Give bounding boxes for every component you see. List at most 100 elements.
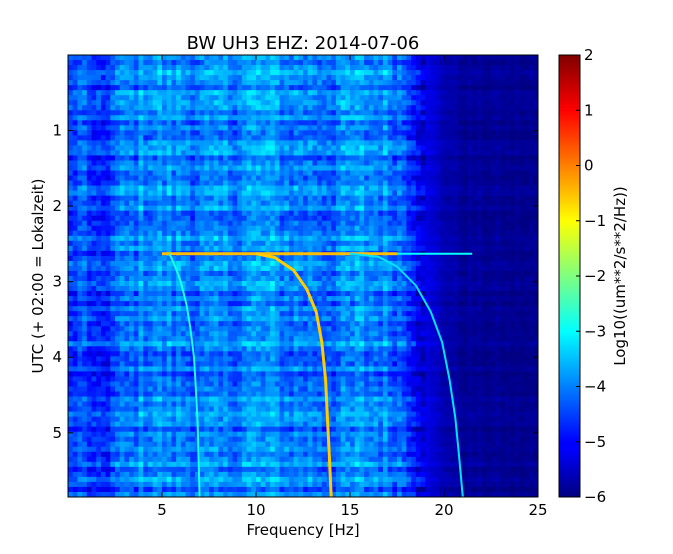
heatmap-cell xyxy=(209,265,215,272)
heatmap-cell xyxy=(429,170,436,177)
heatmap-cell xyxy=(476,100,483,106)
heatmap-cell xyxy=(359,80,365,86)
heatmap-cell xyxy=(119,170,125,177)
heatmap-cell xyxy=(119,65,125,71)
heatmap-cell xyxy=(152,70,158,76)
heatmap-cell xyxy=(373,115,379,121)
heatmap-cell xyxy=(359,265,365,272)
heatmap-cell xyxy=(199,281,205,287)
heatmap-cell xyxy=(453,230,459,237)
heatmap-cell xyxy=(82,195,88,202)
heatmap-cell xyxy=(397,170,403,177)
heatmap-cell xyxy=(514,130,520,136)
heatmap-cell xyxy=(458,120,464,126)
heatmap-cell xyxy=(223,185,229,192)
heatmap-cell xyxy=(100,230,107,237)
heatmap-cell xyxy=(100,210,107,217)
heatmap-cell xyxy=(359,55,365,61)
heatmap-cell xyxy=(115,110,121,116)
heatmap-cell xyxy=(458,220,464,227)
heatmap-cell xyxy=(260,296,266,302)
heatmap-cell xyxy=(491,105,497,111)
heatmap-cell xyxy=(523,220,530,227)
heatmap-cell xyxy=(397,301,403,307)
heatmap-cell xyxy=(307,200,313,207)
heatmap-cell xyxy=(110,220,116,227)
heatmap-cell xyxy=(232,185,238,192)
heatmap-cell xyxy=(133,210,140,217)
heatmap-cell xyxy=(472,200,478,207)
heatmap-cell xyxy=(321,225,328,232)
heatmap-cell xyxy=(373,301,379,307)
heatmap-cell xyxy=(91,296,97,302)
heatmap-cell xyxy=(533,165,538,172)
heatmap-cell xyxy=(204,125,210,131)
heatmap-cell xyxy=(251,145,257,152)
heatmap-cell xyxy=(209,286,215,292)
heatmap-cell xyxy=(429,281,436,287)
heatmap-cell xyxy=(397,85,403,91)
heatmap-cell xyxy=(265,301,271,307)
heatmap-cell xyxy=(293,180,299,187)
heatmap-cell xyxy=(237,60,243,66)
heatmap-cell xyxy=(335,60,342,66)
heatmap-cell xyxy=(166,60,172,66)
heatmap-cell xyxy=(397,215,403,222)
heatmap-cell xyxy=(129,105,135,111)
heatmap-cell xyxy=(91,220,97,227)
heatmap-cell xyxy=(133,276,140,282)
heatmap-cell xyxy=(213,195,219,202)
heatmap-cell xyxy=(77,140,83,147)
heatmap-cell xyxy=(397,260,403,267)
heatmap-cell xyxy=(303,125,309,131)
heatmap-cell xyxy=(425,200,431,207)
heatmap-cell xyxy=(288,205,295,212)
heatmap-cell xyxy=(397,235,403,242)
heatmap-cell xyxy=(298,110,304,116)
heatmap-cell xyxy=(472,165,478,172)
heatmap-cell xyxy=(439,175,445,182)
heatmap-cell xyxy=(303,215,309,222)
heatmap-cell xyxy=(509,165,516,172)
heatmap-cell xyxy=(307,75,313,81)
heatmap-cell xyxy=(171,140,177,147)
heatmap-cell xyxy=(307,215,313,222)
heatmap-cell xyxy=(453,55,459,61)
heatmap-cell xyxy=(505,230,511,237)
heatmap-cell xyxy=(298,135,304,141)
heatmap-cell xyxy=(251,190,257,197)
heatmap-cell xyxy=(467,260,473,267)
heatmap-cell xyxy=(129,240,135,247)
heatmap-cell xyxy=(213,120,219,126)
heatmap-cell xyxy=(227,125,234,131)
heatmap-cell xyxy=(180,235,187,242)
heatmap-cell xyxy=(472,145,478,152)
heatmap-cell xyxy=(147,140,154,147)
heatmap-cell xyxy=(152,60,158,66)
heatmap-cell xyxy=(241,200,248,207)
heatmap-cell xyxy=(176,165,182,172)
heatmap-cell xyxy=(345,195,351,202)
heatmap-cell xyxy=(523,135,530,141)
heatmap-cell xyxy=(91,205,97,212)
heatmap-cell xyxy=(241,55,248,61)
heatmap-cell xyxy=(124,130,130,136)
heatmap-cell xyxy=(429,220,436,227)
heatmap-cell xyxy=(523,240,530,247)
heatmap-cell xyxy=(392,180,398,187)
heatmap-cell xyxy=(284,175,290,182)
heatmap-cell xyxy=(284,160,290,167)
heatmap-cell xyxy=(373,190,379,197)
heatmap-cell xyxy=(77,286,83,292)
heatmap-cell xyxy=(331,155,337,162)
heatmap-cell xyxy=(270,195,276,202)
heatmap-cell xyxy=(241,165,248,172)
heatmap-cell xyxy=(86,110,93,116)
heatmap-cell xyxy=(157,95,163,101)
heatmap-cell xyxy=(467,230,473,237)
heatmap-cell xyxy=(171,270,177,277)
heatmap-cell xyxy=(143,185,149,192)
heatmap-cell xyxy=(288,270,295,277)
heatmap-cell xyxy=(345,85,351,91)
heatmap-cell xyxy=(100,286,107,292)
